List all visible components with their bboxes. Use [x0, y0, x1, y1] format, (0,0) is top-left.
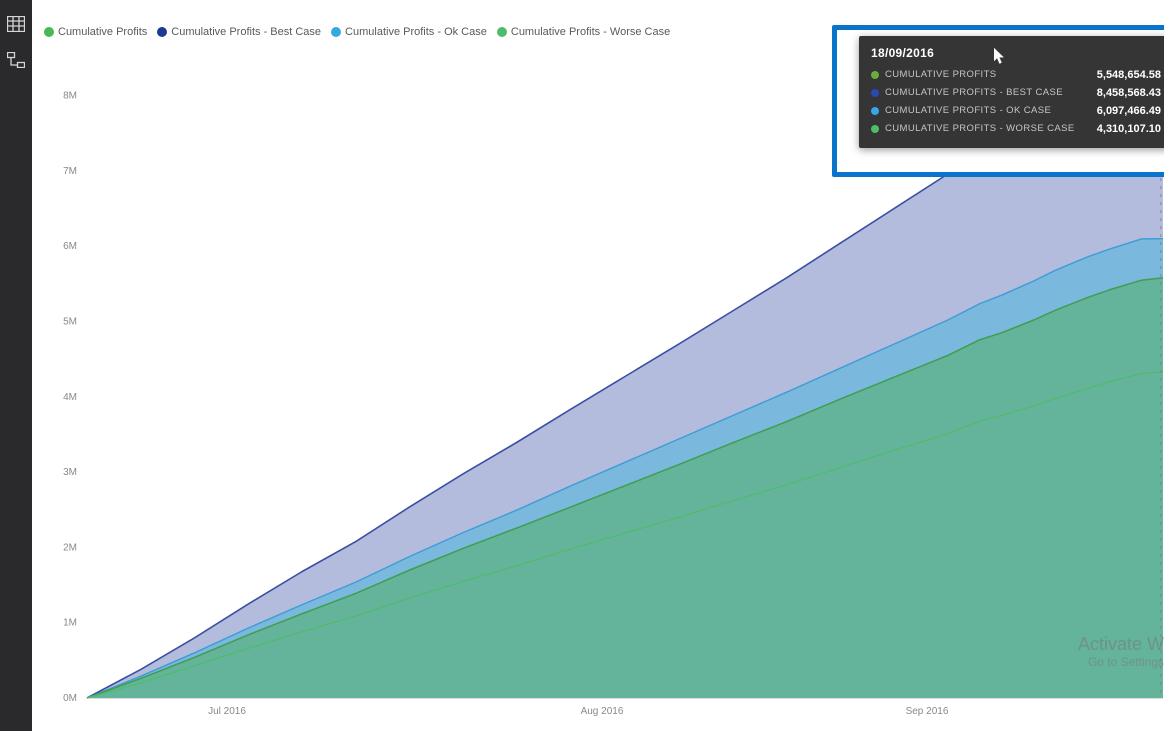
table-icon[interactable]	[6, 14, 26, 34]
legend-dot-icon	[44, 27, 54, 37]
y-axis-tick-label: 6M	[63, 241, 77, 252]
chart-tooltip: 18/09/2016 CUMULATIVE PROFITS 5,548,654.5…	[859, 36, 1164, 148]
left-sidebar	[0, 0, 32, 731]
tooltip-label: CUMULATIVE PROFITS	[885, 66, 997, 84]
tooltip-row: CUMULATIVE PROFITS - OK CASE 6,097,466.49	[871, 102, 1161, 120]
legend-dot-icon	[497, 27, 507, 37]
tooltip-value: 4,310,107.10	[1097, 120, 1161, 138]
legend-label: Cumulative Profits - Worse Case	[511, 26, 670, 38]
legend-label: Cumulative Profits	[58, 26, 147, 38]
legend-dot-icon	[157, 27, 167, 37]
relationship-icon[interactable]	[6, 50, 26, 70]
y-axis-tick-label: 0M	[63, 693, 77, 704]
y-axis-tick-label: 8M	[63, 91, 77, 102]
x-axis-tick-label: Jul 2016	[208, 706, 246, 717]
tooltip-label: CUMULATIVE PROFITS - BEST CASE	[885, 84, 1063, 102]
tooltip-dot-icon	[871, 107, 879, 115]
y-axis-tick-label: 2M	[63, 542, 77, 553]
tooltip-row: CUMULATIVE PROFITS - WORSE CASE 4,310,107…	[871, 120, 1161, 138]
x-axis-tick-label: Aug 2016	[581, 706, 624, 717]
y-axis-tick-label: 1M	[63, 618, 77, 629]
legend-item[interactable]: Cumulative Profits - Best Case	[157, 26, 321, 38]
legend-label: Cumulative Profits - Best Case	[171, 26, 321, 38]
legend-item[interactable]: Cumulative Profits - Ok Case	[331, 26, 487, 38]
y-axis-tick-label: 7M	[63, 166, 77, 177]
legend-item[interactable]: Cumulative Profits - Worse Case	[497, 26, 670, 38]
tooltip-dot-icon	[871, 89, 879, 97]
tooltip-value: 8,458,568.43	[1097, 84, 1161, 102]
tooltip-date: 18/09/2016	[871, 46, 1161, 60]
tooltip-label: CUMULATIVE PROFITS - WORSE CASE	[885, 120, 1075, 138]
tooltip-value: 5,548,654.58	[1097, 66, 1161, 84]
y-axis-tick-label: 5M	[63, 317, 77, 328]
legend-dot-icon	[331, 27, 341, 37]
chart-legend: Cumulative Profits Cumulative Profits - B…	[44, 26, 670, 38]
tooltip-dot-icon	[871, 71, 879, 79]
chart-region: Cumulative Profits Cumulative Profits - B…	[32, 0, 1164, 731]
tooltip-row: CUMULATIVE PROFITS 5,548,654.58	[871, 66, 1161, 84]
tooltip-dot-icon	[871, 125, 879, 133]
tooltip-highlight-box: 18/09/2016 CUMULATIVE PROFITS 5,548,654.5…	[832, 25, 1164, 177]
x-axis-tick-label: Sep 2016	[906, 706, 949, 717]
legend-label: Cumulative Profits - Ok Case	[345, 26, 487, 38]
tooltip-label: CUMULATIVE PROFITS - OK CASE	[885, 102, 1051, 120]
tooltip-value: 6,097,466.49	[1097, 102, 1161, 120]
tooltip-row: CUMULATIVE PROFITS - BEST CASE 8,458,568.…	[871, 84, 1161, 102]
y-axis-tick-label: 4M	[63, 392, 77, 403]
y-axis-tick-label: 3M	[63, 467, 77, 478]
legend-item[interactable]: Cumulative Profits	[44, 26, 147, 38]
